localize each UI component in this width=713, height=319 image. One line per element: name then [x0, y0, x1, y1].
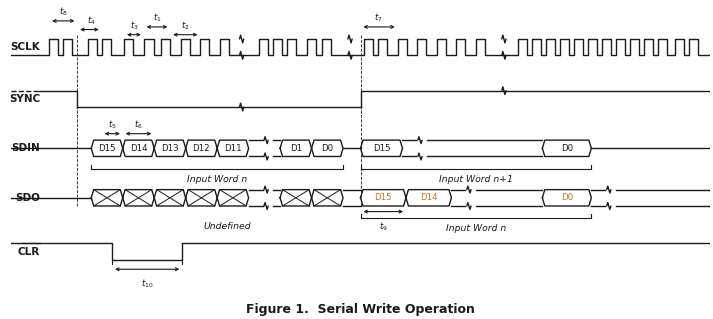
Text: D15: D15: [98, 144, 116, 153]
Text: D12: D12: [193, 144, 210, 153]
Text: D0: D0: [561, 193, 573, 202]
Text: Figure 1.  Serial Write Operation: Figure 1. Serial Write Operation: [246, 303, 475, 316]
Text: D0: D0: [322, 144, 334, 153]
Text: $t_3$: $t_3$: [130, 19, 138, 32]
Text: Input Word n+1: Input Word n+1: [439, 174, 513, 183]
Text: $t_{10}$: $t_{10}$: [141, 277, 153, 290]
Text: $t_1$: $t_1$: [153, 11, 161, 24]
Text: SDIN: SDIN: [11, 143, 40, 153]
Text: $t_4$: $t_4$: [87, 14, 96, 26]
Text: $t_9$: $t_9$: [379, 220, 387, 233]
Text: CLR: CLR: [18, 247, 40, 256]
Text: $t_5$: $t_5$: [108, 119, 117, 131]
Text: D0: D0: [561, 144, 573, 153]
Text: D14: D14: [420, 193, 438, 202]
Text: $t_7$: $t_7$: [374, 11, 383, 24]
Text: Input Word n: Input Word n: [446, 224, 506, 233]
Text: D1: D1: [289, 144, 302, 153]
Text: D15: D15: [374, 193, 392, 202]
Text: Input Word n: Input Word n: [187, 174, 247, 183]
Text: SCLK: SCLK: [11, 42, 40, 52]
Text: D15: D15: [373, 144, 390, 153]
Text: $t_2$: $t_2$: [180, 19, 190, 32]
Text: Undefined: Undefined: [204, 222, 252, 231]
Text: $t_8$: $t_8$: [59, 5, 68, 18]
Text: D14: D14: [130, 144, 148, 153]
Text: D11: D11: [224, 144, 242, 153]
Text: $t_6$: $t_6$: [134, 119, 143, 131]
Text: SYNC: SYNC: [9, 94, 40, 104]
Text: D13: D13: [161, 144, 179, 153]
Text: SDO: SDO: [15, 193, 40, 203]
